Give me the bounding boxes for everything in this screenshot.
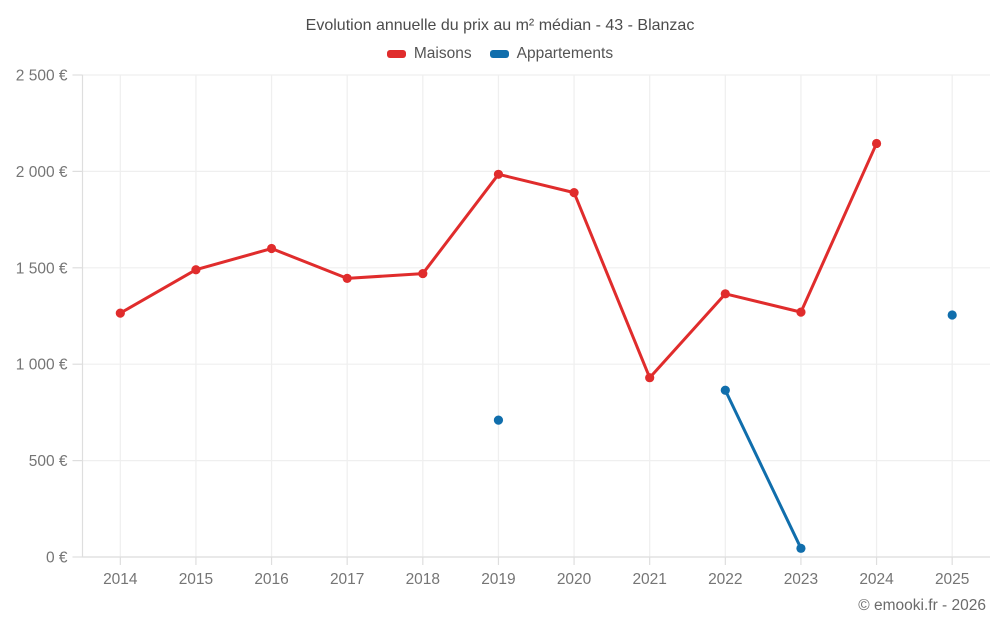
y-tick-label: 2 500 € [16, 68, 68, 85]
x-tick-label: 2017 [330, 571, 364, 588]
data-point-maisons [569, 188, 579, 198]
copyright-footer: © emooki.fr - 2026 [858, 597, 986, 614]
x-tick-label: 2021 [632, 571, 666, 588]
x-tick-label: 2020 [557, 571, 592, 588]
data-point-appartements [720, 385, 730, 395]
legend-label-appartements: Appartements [516, 45, 614, 62]
x-tick-label: 2025 [935, 571, 969, 588]
data-point-appartements [493, 415, 504, 425]
chart-title: Evolution annuelle du prix au m² médian … [305, 17, 695, 34]
data-point-maisons [266, 243, 277, 254]
data-point-maisons [493, 169, 504, 179]
y-tick-label: 1 000 € [16, 357, 68, 374]
x-tick-label: 2024 [859, 571, 894, 588]
data-point-maisons [115, 308, 125, 318]
legend-item-appartements[interactable]: Appartements [489, 45, 614, 63]
y-tick-label: 2 000 € [16, 164, 68, 181]
y-tick-label: 1 500 € [16, 260, 68, 277]
y-tick-label: 500 € [29, 453, 68, 470]
data-point-maisons [418, 268, 428, 279]
series-line-appartements [723, 388, 803, 550]
chart-legend: Maisons Appartements [0, 45, 1000, 63]
data-point-appartements [947, 310, 957, 320]
legend-label-maisons: Maisons [413, 45, 472, 62]
data-point-maisons [720, 289, 730, 299]
x-tick-label: 2018 [406, 571, 440, 588]
y-tick-label: 0 € [46, 550, 68, 567]
data-point-maisons [342, 273, 352, 284]
legend-item-maisons[interactable]: Maisons [386, 45, 472, 63]
legend-swatch-appartements [489, 50, 509, 58]
data-point-appartements [796, 543, 806, 553]
x-tick-label: 2014 [103, 571, 138, 588]
x-tick-label: 2019 [481, 571, 515, 588]
data-point-maisons [871, 138, 882, 149]
data-point-maisons [191, 265, 201, 275]
x-tick-label: 2023 [784, 571, 818, 588]
data-point-maisons [645, 373, 655, 383]
x-tick-label: 2016 [254, 571, 288, 588]
legend-swatch-maisons [386, 50, 406, 58]
data-point-maisons [796, 307, 806, 317]
x-tick-label: 2022 [708, 571, 742, 588]
x-tick-label: 2015 [179, 571, 213, 588]
